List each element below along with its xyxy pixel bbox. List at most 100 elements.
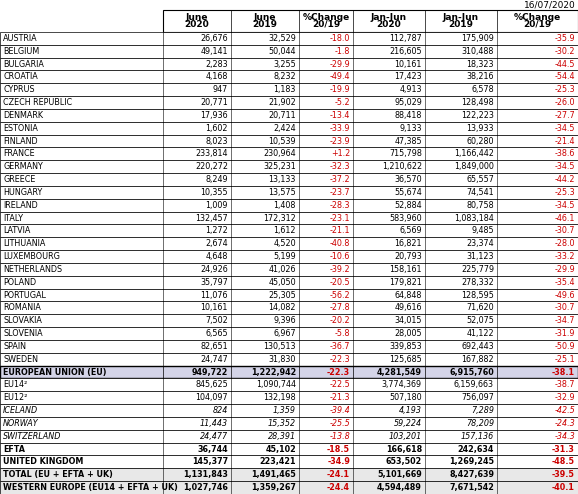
Text: 31,830: 31,830	[269, 355, 296, 364]
Text: 2019: 2019	[253, 20, 277, 29]
Text: 65,557: 65,557	[466, 175, 494, 184]
Bar	[0, 391, 578, 404]
Text: 175,909: 175,909	[461, 34, 494, 43]
Text: -23.7: -23.7	[329, 188, 350, 197]
Text: 8,023: 8,023	[206, 136, 228, 146]
Text: ESTONIA: ESTONIA	[3, 124, 38, 133]
Text: 1,269,245: 1,269,245	[449, 457, 494, 466]
Bar	[163, 10, 578, 32]
Text: 47,385: 47,385	[394, 136, 422, 146]
Bar	[0, 173, 578, 186]
Text: 16/07/2020: 16/07/2020	[524, 1, 576, 10]
Text: 35,797: 35,797	[200, 278, 228, 287]
Text: 8,427,639: 8,427,639	[449, 470, 494, 479]
Text: 16,821: 16,821	[395, 239, 422, 248]
Text: %Change: %Change	[514, 13, 561, 22]
Text: -27.8: -27.8	[329, 303, 350, 312]
Text: IRELAND: IRELAND	[3, 201, 38, 210]
Text: BELGIUM: BELGIUM	[3, 47, 39, 56]
Text: -33.2: -33.2	[554, 252, 575, 261]
Bar	[0, 404, 578, 417]
Text: 4,520: 4,520	[273, 239, 296, 248]
Text: 64,848: 64,848	[395, 290, 422, 299]
Text: -28.3: -28.3	[329, 201, 350, 210]
Text: 59,224: 59,224	[394, 419, 422, 428]
Text: EU12²: EU12²	[3, 393, 27, 402]
Text: -20.2: -20.2	[329, 316, 350, 325]
Text: -24.4: -24.4	[327, 483, 350, 492]
Text: 32,529: 32,529	[268, 34, 296, 43]
Text: -24.1: -24.1	[327, 470, 350, 479]
Text: 1,612: 1,612	[273, 226, 296, 236]
Text: CZECH REPUBLIC: CZECH REPUBLIC	[3, 98, 72, 107]
Text: -34.7: -34.7	[554, 316, 575, 325]
Text: -29.9: -29.9	[329, 60, 350, 69]
Text: 122,223: 122,223	[461, 111, 494, 120]
Text: 9,396: 9,396	[273, 316, 296, 325]
Text: LUXEMBOURG: LUXEMBOURG	[3, 252, 60, 261]
Text: -25.3: -25.3	[554, 85, 575, 94]
Text: 28,391: 28,391	[268, 432, 296, 441]
Text: 845,625: 845,625	[195, 380, 228, 389]
Text: -28.0: -28.0	[554, 239, 575, 248]
Bar	[0, 122, 578, 135]
Text: 6,915,760: 6,915,760	[449, 368, 494, 376]
Bar	[0, 237, 578, 250]
Text: -10.6: -10.6	[329, 252, 350, 261]
Text: -50.9: -50.9	[554, 342, 575, 351]
Text: 20,771: 20,771	[200, 98, 228, 107]
Text: -21.4: -21.4	[554, 136, 575, 146]
Text: 8,249: 8,249	[205, 175, 228, 184]
Text: HUNGARY: HUNGARY	[3, 188, 42, 197]
Text: 128,498: 128,498	[461, 98, 494, 107]
Text: POLAND: POLAND	[3, 278, 36, 287]
Bar	[0, 83, 578, 96]
Text: 11,076: 11,076	[201, 290, 228, 299]
Text: SWEDEN: SWEDEN	[3, 355, 38, 364]
Text: SLOVAKIA: SLOVAKIA	[3, 316, 42, 325]
Text: 74,541: 74,541	[466, 188, 494, 197]
Text: 4,193: 4,193	[399, 406, 422, 415]
Text: 2020: 2020	[377, 20, 401, 29]
Text: 55,674: 55,674	[394, 188, 422, 197]
Text: DENMARK: DENMARK	[3, 111, 43, 120]
Text: 41,026: 41,026	[269, 265, 296, 274]
Text: 36,570: 36,570	[394, 175, 422, 184]
Text: 824: 824	[213, 406, 228, 415]
Text: 20,793: 20,793	[394, 252, 422, 261]
Text: 31,123: 31,123	[466, 252, 494, 261]
Text: -33.9: -33.9	[329, 124, 350, 133]
Text: -36.7: -36.7	[329, 342, 350, 351]
Text: -44.5: -44.5	[554, 60, 575, 69]
Text: -34.5: -34.5	[554, 124, 575, 133]
Text: 82,651: 82,651	[201, 342, 228, 351]
Text: 8,232: 8,232	[273, 73, 296, 82]
Text: -20.5: -20.5	[329, 278, 350, 287]
Text: 233,814: 233,814	[195, 149, 228, 159]
Text: 172,312: 172,312	[263, 213, 296, 223]
Text: 24,477: 24,477	[200, 432, 228, 441]
Text: 78,209: 78,209	[466, 419, 494, 428]
Text: 14,082: 14,082	[269, 303, 296, 312]
Text: -38.6: -38.6	[555, 149, 575, 159]
Text: -56.2: -56.2	[329, 290, 350, 299]
Text: SLOVENIA: SLOVENIA	[3, 329, 43, 338]
Text: 11,443: 11,443	[200, 419, 228, 428]
Bar	[0, 211, 578, 224]
Text: 1,027,746: 1,027,746	[183, 483, 228, 492]
Text: 1,131,843: 1,131,843	[183, 470, 228, 479]
Text: LITHUANIA: LITHUANIA	[3, 239, 46, 248]
Text: 9,133: 9,133	[399, 124, 422, 133]
Text: 653,502: 653,502	[386, 457, 422, 466]
Text: -39.4: -39.4	[329, 406, 350, 415]
Text: -48.5: -48.5	[552, 457, 575, 466]
Text: 310,488: 310,488	[462, 47, 494, 56]
Text: WESTERN EUROPE (EU14 + EFTA + UK): WESTERN EUROPE (EU14 + EFTA + UK)	[3, 483, 178, 492]
Text: GERMANY: GERMANY	[3, 162, 43, 171]
Text: EU14²: EU14²	[3, 380, 27, 389]
Text: 15,352: 15,352	[268, 419, 296, 428]
Text: 60,280: 60,280	[466, 136, 494, 146]
Text: 1,359: 1,359	[273, 406, 296, 415]
Text: -34.9: -34.9	[327, 457, 350, 466]
Text: EUROPEAN UNION (EU): EUROPEAN UNION (EU)	[3, 368, 106, 376]
